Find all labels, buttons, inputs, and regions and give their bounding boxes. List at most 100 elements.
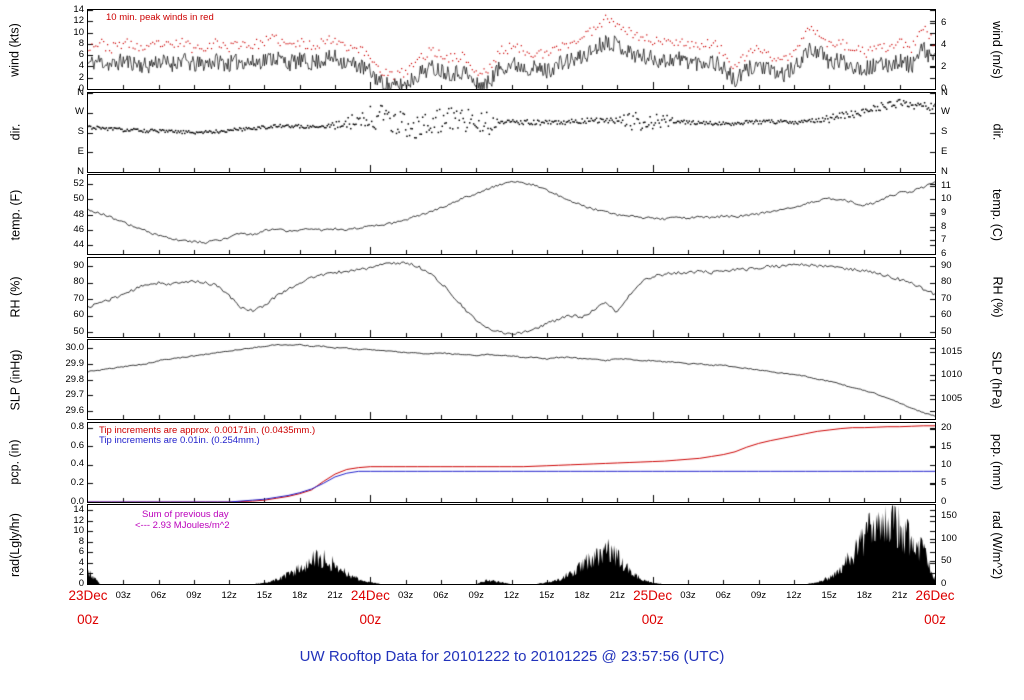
x-tick-label: 15z	[539, 590, 555, 601]
pcp-y-tick-label-left: 0.2	[70, 476, 84, 488]
temp-y-tick-label-left: 48	[73, 208, 84, 220]
dir-y-tick-label-left: W	[75, 106, 84, 118]
x-tick-label: 18z	[292, 590, 308, 601]
pcp-y-tick-label-left: 0.4	[70, 458, 84, 470]
rad-right-axis-title: rad (W/m^2)	[988, 505, 1006, 584]
rad-y-tick-label-left: 4	[78, 556, 84, 568]
pcp-left-axis-title-text: pcp. (in)	[8, 439, 22, 485]
x-tick-label: 18z	[574, 590, 590, 601]
rad-y-tick-label-right: 50	[941, 555, 952, 567]
temp-left-axis-title: temp. (F)	[6, 175, 24, 254]
rh-y-tick-label-left: 60	[73, 309, 84, 321]
x-tick-label: 09z	[468, 590, 484, 601]
wind-left-axis-title-text: wind (kts)	[8, 22, 23, 77]
dir-y-tick-label-right: N	[941, 165, 948, 177]
temp-y-tick-label-left: 52	[73, 178, 84, 190]
rh-left-axis-title-text: RH (%)	[8, 276, 22, 318]
slp-left-axis-title-text: SLP (inHg)	[8, 349, 23, 410]
dir-right-axis-title-text: dir.	[990, 123, 1004, 141]
slp-right-axis-title: SLP (hPa)	[988, 340, 1006, 419]
wind-left-axis-title: wind (kts)	[6, 10, 24, 89]
x-tick-label: 12z	[503, 590, 520, 601]
x-date-z-label: 00z	[359, 612, 382, 627]
temp-y-tick-label-right: 7	[941, 234, 947, 246]
panel-dir	[87, 91, 936, 173]
rad-left-axis-title: rad(Lgly/hr)	[6, 505, 24, 584]
panel-rh	[87, 256, 936, 338]
x-tick-label: 21z	[892, 590, 908, 601]
slp-right-axis-title-text: SLP (hPa)	[990, 350, 1005, 409]
temp-right-axis-title: temp. (C)	[988, 175, 1006, 254]
x-tick-label: 12z	[221, 590, 237, 601]
dir-y-tick-label-right: N	[941, 86, 948, 98]
wind-y-tick-label-left: 4	[78, 60, 84, 72]
panel-slp	[87, 339, 936, 420]
rad-right-axis-title-text: rad (W/m^2)	[990, 510, 1004, 579]
dir-left-axis-title: dir.	[6, 93, 24, 172]
x-tick-label: 03z	[397, 590, 414, 601]
wind-y-tick-label-right: 6	[941, 17, 947, 29]
wind-y-tick-label-left: 0	[78, 83, 84, 94]
x-tick-label: 06z	[150, 590, 167, 601]
pcp-y-tick-label-left: 0.6	[70, 439, 84, 451]
rh-y-tick-label-left: 90	[73, 259, 84, 271]
slp-y-tick-label-left: 29.8	[65, 373, 85, 385]
temp-right-axis-title-text: temp. (C)	[990, 188, 1004, 241]
rad-y-tick-label-right: 100	[941, 532, 957, 544]
wind-y-tick-label-right: 2	[941, 61, 947, 73]
panel-rad	[87, 504, 936, 585]
panel-wind	[87, 9, 936, 90]
pcp-left-axis-title: pcp. (in)	[6, 423, 24, 502]
wind-y-tick-label-left: 6	[78, 49, 84, 61]
rad-y-tick-label-right: 150	[941, 510, 957, 522]
temp-y-tick-label-left: 44	[73, 238, 84, 250]
rh-y-tick-label-left: 80	[73, 276, 84, 288]
dir-left-axis-title-text: dir.	[8, 123, 22, 141]
wind-y-tick-label-left: 14	[73, 4, 84, 15]
rh-left-axis-title: RH (%)	[6, 258, 24, 337]
pcp-y-tick-label-left: 0.8	[70, 421, 84, 433]
x-tick-label: 18z	[856, 590, 873, 601]
rad-plot-canvas	[88, 505, 935, 584]
pcp-right-axis-title-text: pcp. (mm)	[990, 433, 1004, 491]
x-tick-label: 21z	[609, 590, 626, 601]
x-tick-label: 15z	[821, 590, 837, 601]
slp-y-tick-label-right: 1015	[941, 346, 963, 358]
temp-left-axis-title-text: temp. (F)	[8, 189, 23, 240]
slp-y-tick-label-right: 1005	[941, 392, 963, 404]
dir-y-tick-label-left: S	[77, 126, 84, 137]
chart-title: UW Rooftop Data for 20101222 to 20101225…	[299, 648, 725, 665]
rh-y-tick-label-left: 70	[73, 292, 84, 304]
rh-y-tick-label-left: 50	[73, 325, 84, 337]
rh-plot-canvas	[88, 257, 935, 337]
rad-y-tick-label-left: 0	[78, 578, 84, 589]
rad-y-tick-label-left: 2	[78, 567, 84, 579]
rh-right-axis-title-text: RH (%)	[990, 276, 1004, 318]
wind-right-axis-title-text: wind (m/s)	[990, 20, 1004, 79]
rh-y-tick-label-right: 70	[941, 292, 952, 304]
pcp-std-tip-annotation: Tip increments are 0.01in. (0.254mm.)	[99, 435, 260, 446]
x-date-z-label: 00z	[641, 612, 664, 627]
wind-right-axis-title: wind (m/s)	[988, 10, 1006, 89]
x-tick-label: 06z	[715, 590, 731, 601]
rad-y-tick-label-left: 10	[73, 525, 84, 537]
x-date-z-label: 00z	[77, 612, 99, 627]
x-tick-label: 03z	[680, 590, 696, 601]
pcp-y-tick-label-left: 0.0	[70, 495, 84, 507]
rh-y-tick-label-right: 90	[941, 259, 952, 271]
wind-peak-annotation: 10 min. peak winds in red	[106, 12, 214, 23]
dir-y-tick-label-left: E	[77, 145, 84, 157]
rh-right-axis-title: RH (%)	[988, 258, 1006, 337]
rh-y-tick-label-right: 60	[941, 309, 952, 321]
x-tick-label: 09z	[750, 590, 767, 601]
rad-y-tick-label-right: 0	[941, 578, 947, 589]
dir-y-tick-label-right: E	[941, 145, 948, 157]
dir-y-tick-label-left: N	[77, 86, 84, 98]
x-date-label: 23Dec	[68, 588, 108, 603]
rad-y-tick-label-left: 14	[73, 504, 84, 516]
temp-y-tick-label-right: 11	[941, 179, 951, 191]
temp-y-tick-label-right: 6	[941, 248, 947, 259]
x-tick-label: 15z	[256, 590, 273, 601]
pcp-small-tip-annotation: Tip increments are approx. 0.00171in. (0…	[99, 425, 316, 436]
dir-y-tick-label-left: N	[77, 165, 84, 177]
